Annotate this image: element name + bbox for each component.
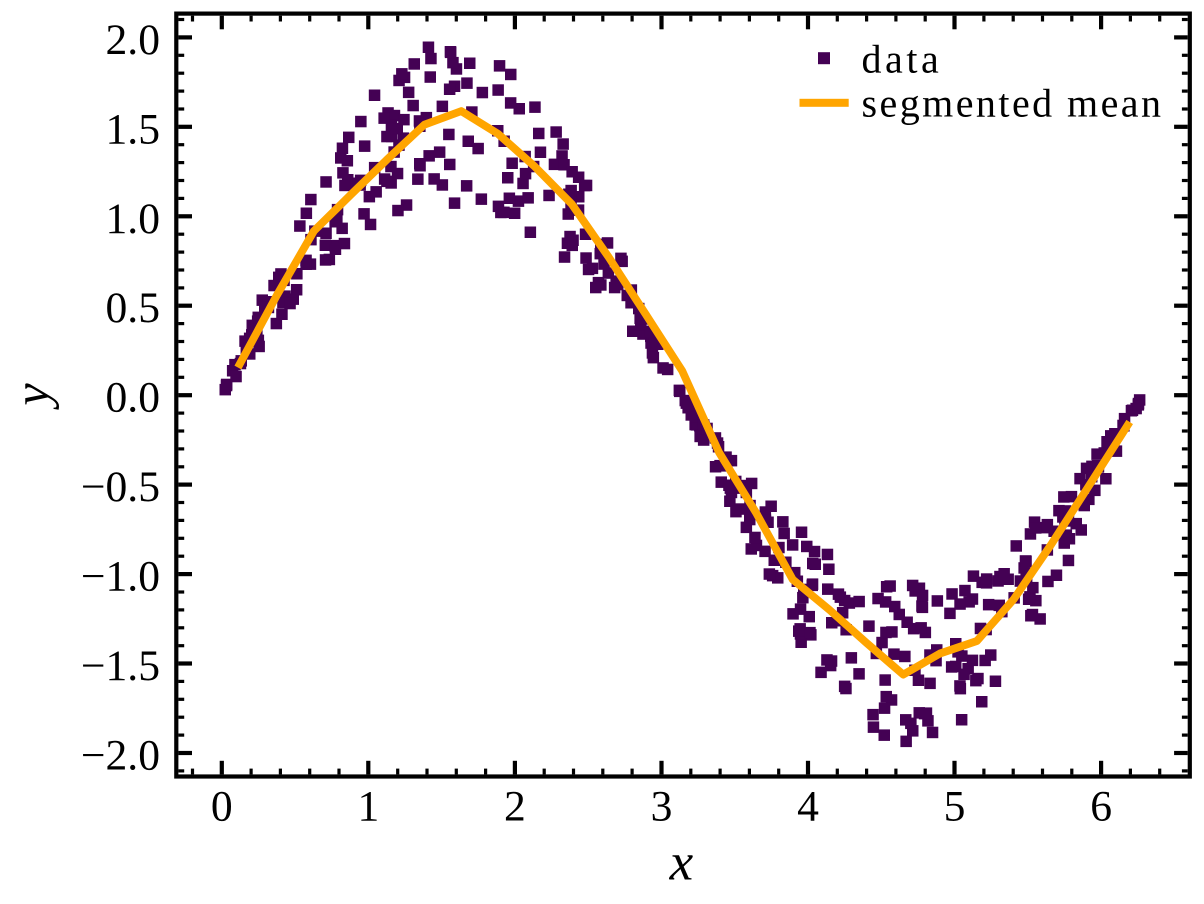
svg-text:segmented mean: segmented mean [862,81,1162,126]
svg-text:0: 0 [211,783,233,831]
svg-text:3: 3 [651,783,673,831]
svg-text:0.5: 0.5 [106,284,161,332]
svg-text:0.0: 0.0 [106,374,161,422]
svg-text:2.0: 2.0 [106,16,161,64]
svg-text:−1.5: −1.5 [81,642,160,690]
svg-text:5: 5 [944,783,966,831]
svg-text:x: x [669,834,694,892]
svg-text:1: 1 [358,783,380,831]
svg-text:1.0: 1.0 [106,195,161,243]
svg-text:1.5: 1.5 [106,105,161,153]
svg-text:y: y [4,383,60,411]
svg-text:6: 6 [1090,783,1112,831]
svg-text:data: data [862,36,940,81]
svg-text:−2.0: −2.0 [81,732,160,780]
svg-text:−1.0: −1.0 [81,553,160,601]
svg-text:−0.5: −0.5 [81,463,160,511]
svg-text:4: 4 [797,783,819,831]
svg-text:2: 2 [504,783,526,831]
